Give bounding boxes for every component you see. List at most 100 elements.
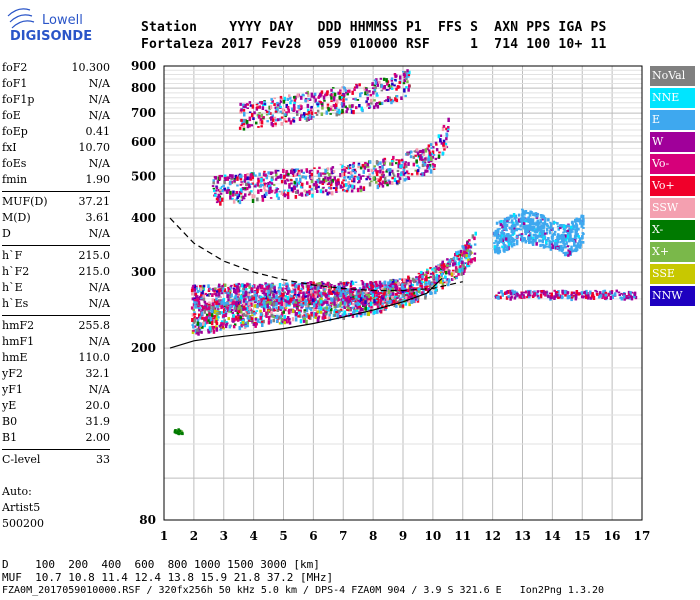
param-value: 20.0 xyxy=(85,399,111,412)
echo-point xyxy=(251,104,255,109)
echo-point xyxy=(292,116,296,119)
echo-point xyxy=(371,299,374,303)
echo-point xyxy=(503,235,506,240)
echo-point xyxy=(448,259,452,263)
echo-point xyxy=(351,104,354,108)
echo-point xyxy=(505,296,509,300)
echo-point xyxy=(467,252,470,258)
param-row-b0: B0 31.9 xyxy=(2,414,110,430)
echo-point xyxy=(417,276,420,281)
echo-point xyxy=(371,87,375,89)
echo-point xyxy=(510,220,514,224)
echo-point xyxy=(363,303,367,308)
echo-point xyxy=(439,267,443,271)
echo-point xyxy=(201,316,204,320)
echo-point xyxy=(329,301,333,304)
echo-point xyxy=(296,189,299,194)
echo-point xyxy=(309,281,313,286)
echo-point xyxy=(236,285,239,290)
echo-point xyxy=(234,294,237,298)
echo-point xyxy=(335,311,338,313)
echo-point xyxy=(434,157,438,161)
echo-point xyxy=(303,112,306,117)
echo-point xyxy=(336,313,339,318)
echo-point xyxy=(275,319,279,323)
echo-point xyxy=(386,292,389,296)
echo-point xyxy=(494,296,498,299)
echo-point xyxy=(342,179,345,182)
echo-point xyxy=(298,299,301,302)
echo-point xyxy=(465,252,468,254)
echo-point xyxy=(419,154,422,157)
param-value: 215.0 xyxy=(78,265,111,278)
echo-point xyxy=(412,297,415,302)
echo-point xyxy=(248,285,251,289)
echo-point xyxy=(313,312,316,314)
echo-point xyxy=(398,177,402,180)
y-tick-label: 700 xyxy=(131,106,156,120)
echo-point xyxy=(236,176,239,181)
echo-point xyxy=(293,95,296,99)
echo-point xyxy=(415,276,418,280)
echo-point xyxy=(620,296,624,301)
echo-point xyxy=(324,306,327,309)
echo-point xyxy=(246,107,249,109)
echo-point xyxy=(411,277,415,282)
echo-point xyxy=(243,178,247,181)
echo-point xyxy=(373,84,376,87)
echo-point xyxy=(241,119,245,124)
echo-point xyxy=(354,301,357,305)
echo-point xyxy=(279,297,283,301)
echo-point xyxy=(395,304,398,308)
echo-point xyxy=(387,89,390,91)
echo-point xyxy=(416,169,420,173)
echo-point xyxy=(440,264,444,269)
echo-point xyxy=(580,291,584,295)
echo-point xyxy=(281,311,284,315)
echo-point xyxy=(390,78,394,82)
legend-item-nne: NNE xyxy=(650,88,695,108)
echo-point xyxy=(402,82,406,85)
echo-point xyxy=(461,263,464,266)
echo-point xyxy=(318,302,321,306)
echo-point xyxy=(329,290,332,294)
echo-point xyxy=(322,312,325,317)
echo-point xyxy=(602,294,606,298)
echo-point xyxy=(207,314,210,320)
echo-point xyxy=(506,220,509,223)
echo-point xyxy=(242,302,246,306)
echo-point xyxy=(431,283,434,286)
echo-point xyxy=(275,193,279,198)
echo-point xyxy=(357,294,360,298)
echo-point xyxy=(388,171,392,176)
echo-point xyxy=(212,179,215,182)
param-name: hmF1 xyxy=(2,335,35,348)
echo-point xyxy=(259,118,262,121)
echo-point xyxy=(551,227,554,231)
echo-point xyxy=(242,127,246,131)
echo-point xyxy=(429,143,433,147)
echo-point xyxy=(333,287,336,291)
echo-point xyxy=(258,300,261,304)
echo-point xyxy=(247,305,250,310)
echo-point xyxy=(449,258,453,262)
echo-point xyxy=(314,112,317,114)
param-name: h`F2 xyxy=(2,265,30,278)
echo-point xyxy=(501,224,504,229)
echo-point xyxy=(263,182,266,187)
echo-point xyxy=(317,316,320,319)
echo-point xyxy=(437,267,441,271)
echo-point xyxy=(454,266,458,270)
echo-point xyxy=(315,290,319,296)
echo-point xyxy=(295,301,299,306)
echo-point xyxy=(403,162,407,167)
echo-point xyxy=(328,313,331,317)
echo-point xyxy=(401,304,405,308)
echo-point xyxy=(441,285,444,290)
echo-point xyxy=(277,303,281,305)
echo-point xyxy=(330,100,333,102)
echo-point xyxy=(245,182,248,186)
echo-point xyxy=(240,313,244,316)
echo-point xyxy=(373,165,376,168)
echo-point xyxy=(365,298,369,302)
